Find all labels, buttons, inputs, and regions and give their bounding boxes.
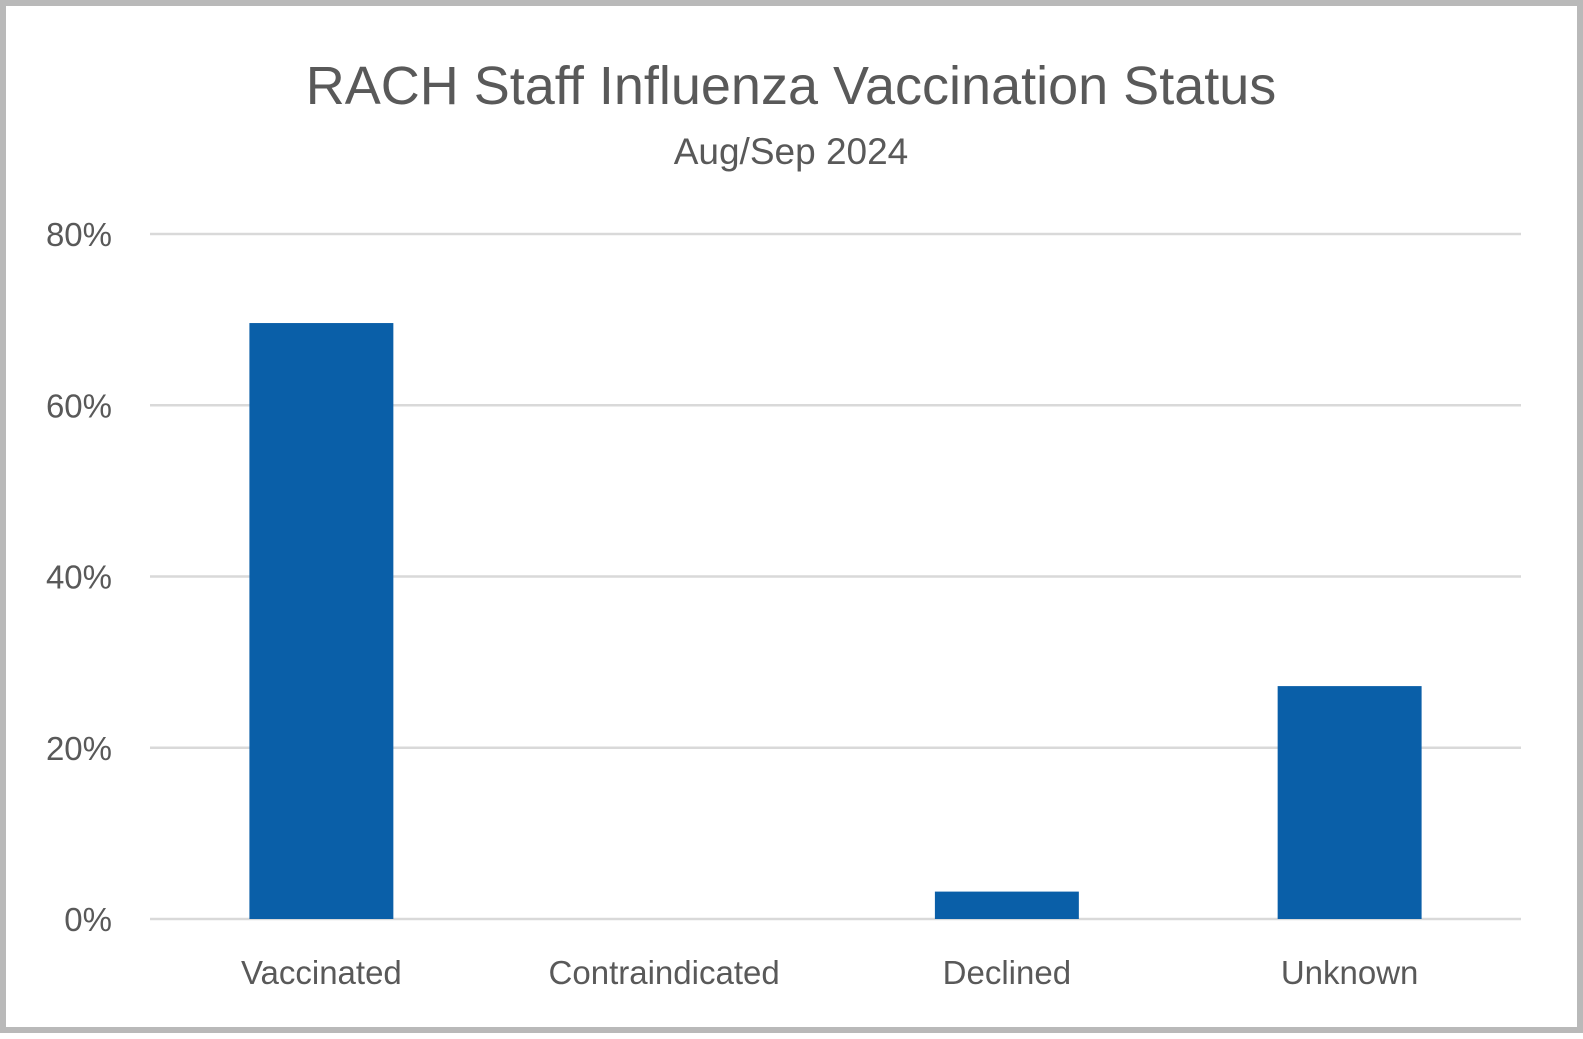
y-tick-label: 0% bbox=[64, 901, 112, 938]
y-tick-label: 60% bbox=[46, 387, 112, 424]
bar-chart: RACH Staff Influenza Vaccination Status … bbox=[46, 56, 1521, 991]
x-axis-categories: Vaccinated Contraindicated Declined Unknown bbox=[241, 954, 1418, 991]
x-category-label: Contraindicated bbox=[549, 954, 780, 991]
x-category-label: Declined bbox=[943, 954, 1071, 991]
chart-title: RACH Staff Influenza Vaccination Status bbox=[306, 56, 1277, 116]
y-tick-label: 20% bbox=[46, 730, 112, 767]
y-tick-label: 80% bbox=[46, 216, 112, 253]
bar-unknown bbox=[1277, 686, 1422, 919]
y-axis-ticks: 0% 20% 40% 60% 80% bbox=[46, 216, 112, 938]
x-category-label: Unknown bbox=[1281, 954, 1419, 991]
bar-vaccinated bbox=[249, 323, 394, 919]
bar-declined bbox=[934, 891, 1079, 919]
chart-subtitle: Aug/Sep 2024 bbox=[674, 131, 909, 172]
y-tick-label: 40% bbox=[46, 559, 112, 596]
x-category-label: Vaccinated bbox=[241, 954, 402, 991]
bars bbox=[249, 323, 1422, 919]
